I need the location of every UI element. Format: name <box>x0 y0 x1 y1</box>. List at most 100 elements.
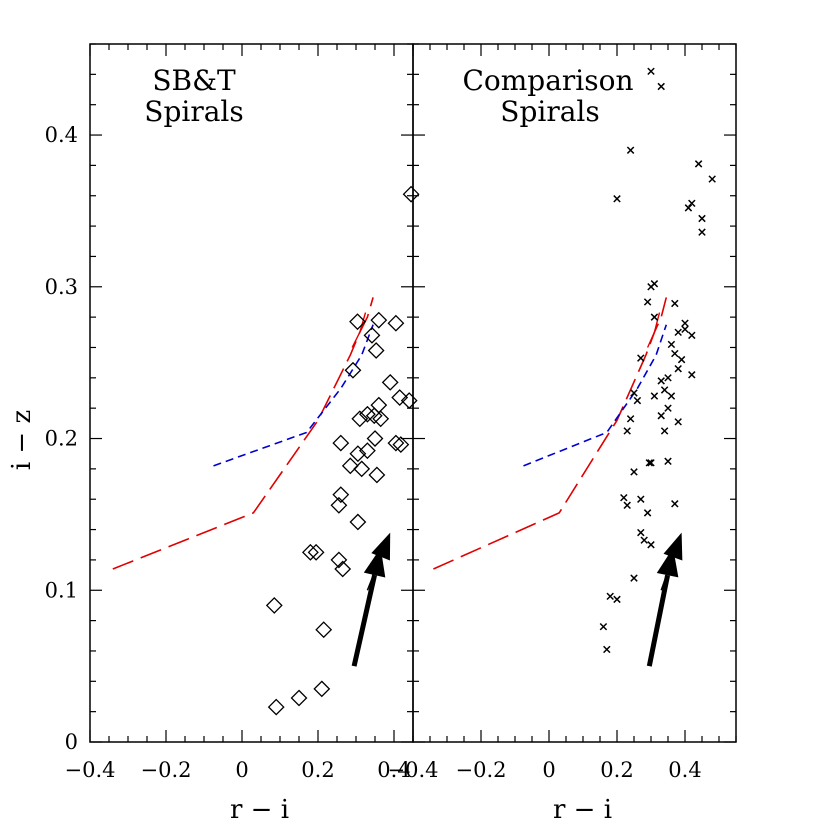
y-tick-label: 0.4 <box>45 123 78 147</box>
large-arrow-head <box>363 547 386 578</box>
x-tick-label: −0.2 <box>141 758 192 782</box>
data-point-cross <box>671 500 679 508</box>
data-point-cross <box>626 146 635 154</box>
data-point-diamond <box>341 457 359 475</box>
data-point-cross <box>647 541 655 549</box>
data-point-cross <box>643 298 652 306</box>
data-point-diamond <box>330 551 348 569</box>
data-point-diamond <box>391 389 409 406</box>
data-point-diamond <box>351 410 369 428</box>
data-point-cross <box>630 468 638 476</box>
x-axis-label: r − i <box>553 795 612 825</box>
data-point-cross <box>613 195 621 203</box>
plot-frame <box>89 43 414 743</box>
x-tick-label: 0.2 <box>600 758 633 782</box>
data-point-diamond <box>332 434 350 452</box>
x-tick-label: −0.4 <box>65 758 116 782</box>
data-point-diamond <box>370 396 388 414</box>
panel-title-line: Comparison <box>462 64 633 97</box>
red-model-track <box>112 297 374 570</box>
data-point-cross <box>681 325 689 334</box>
blue-model-track <box>213 324 374 467</box>
plot-frame <box>412 43 737 743</box>
data-point-diamond <box>358 405 376 423</box>
small-arrow-head <box>663 532 683 561</box>
panel-title-line: SB&T <box>152 64 236 97</box>
data-point-cross <box>640 536 648 544</box>
data-point-cross <box>657 377 665 385</box>
data-point-cross <box>606 592 614 601</box>
x-tick-label: 0.4 <box>668 758 701 782</box>
data-point-diamond <box>349 445 367 463</box>
data-point-cross <box>671 299 679 308</box>
x-tick-label: 0 <box>542 758 555 782</box>
data-point-diamond <box>315 621 333 639</box>
data-point-cross <box>667 340 676 349</box>
x-tick-label: −0.2 <box>456 758 507 782</box>
data-point-cross <box>643 509 652 517</box>
data-point-diamond <box>330 496 348 514</box>
data-point-cross <box>684 204 693 212</box>
data-point-diamond <box>313 680 331 698</box>
data-point-cross <box>650 392 659 400</box>
data-point-cross <box>657 82 665 91</box>
data-point-diamond <box>370 311 388 329</box>
x-axis-label: r − i <box>230 795 289 825</box>
data-point-diamond <box>402 185 420 203</box>
data-point-cross <box>688 371 696 379</box>
data-point-diamond <box>392 436 410 454</box>
data-point-diamond <box>372 410 390 428</box>
data-point-cross <box>698 228 706 236</box>
data-point-diamond <box>349 313 366 331</box>
data-point-cross <box>674 328 682 337</box>
data-point-diamond <box>400 392 418 410</box>
blue-model-track <box>523 324 668 467</box>
data-point-diamond <box>334 560 352 578</box>
data-point-cross <box>647 459 655 467</box>
data-point-cross <box>708 175 716 183</box>
data-point-cross <box>637 495 645 503</box>
panel-title-line: Spirals <box>500 95 599 128</box>
data-point-cross <box>626 415 635 423</box>
data-point-cross <box>623 427 631 435</box>
data-point-cross <box>681 319 689 327</box>
data-point-cross <box>637 528 645 537</box>
data-point-diamond <box>353 460 371 478</box>
data-point-diamond <box>387 434 405 452</box>
data-point-cross <box>694 160 703 168</box>
data-point-cross <box>657 412 665 420</box>
data-point-cross <box>688 199 696 208</box>
data-point-diamond <box>344 361 362 379</box>
data-point-diamond <box>332 486 350 504</box>
data-point-cross <box>613 595 621 604</box>
data-point-cross <box>633 396 642 405</box>
data-point-cross <box>698 214 706 223</box>
data-point-cross <box>623 501 631 510</box>
data-point-cross <box>603 645 611 654</box>
data-point-diamond <box>267 698 285 716</box>
y-tick-label: 0.3 <box>45 275 78 299</box>
data-point-diamond <box>387 314 405 332</box>
data-point-cross <box>637 354 645 362</box>
x-tick-label: 0.4 <box>377 758 410 782</box>
large-arrow-shaft <box>646 574 671 667</box>
data-point-diamond <box>366 430 384 447</box>
panel-title-line: Spirals <box>144 95 243 128</box>
large-arrow-head <box>656 547 679 578</box>
data-point-diamond <box>358 442 376 460</box>
data-point-cross <box>645 459 654 467</box>
data-point-cross <box>630 574 638 582</box>
data-point-cross <box>674 364 682 373</box>
data-point-cross <box>677 355 686 364</box>
data-point-cross <box>599 622 608 631</box>
x-tick-label: −0.4 <box>388 758 439 782</box>
red-model-track <box>433 297 668 570</box>
data-point-cross <box>667 392 676 400</box>
data-point-diamond <box>290 689 308 707</box>
small-arrow-head <box>371 532 391 561</box>
data-point-cross <box>620 493 628 502</box>
data-point-cross <box>660 427 669 435</box>
data-point-cross <box>688 331 696 340</box>
x-tick-label: 0.2 <box>301 758 334 782</box>
data-point-diamond <box>265 597 283 614</box>
